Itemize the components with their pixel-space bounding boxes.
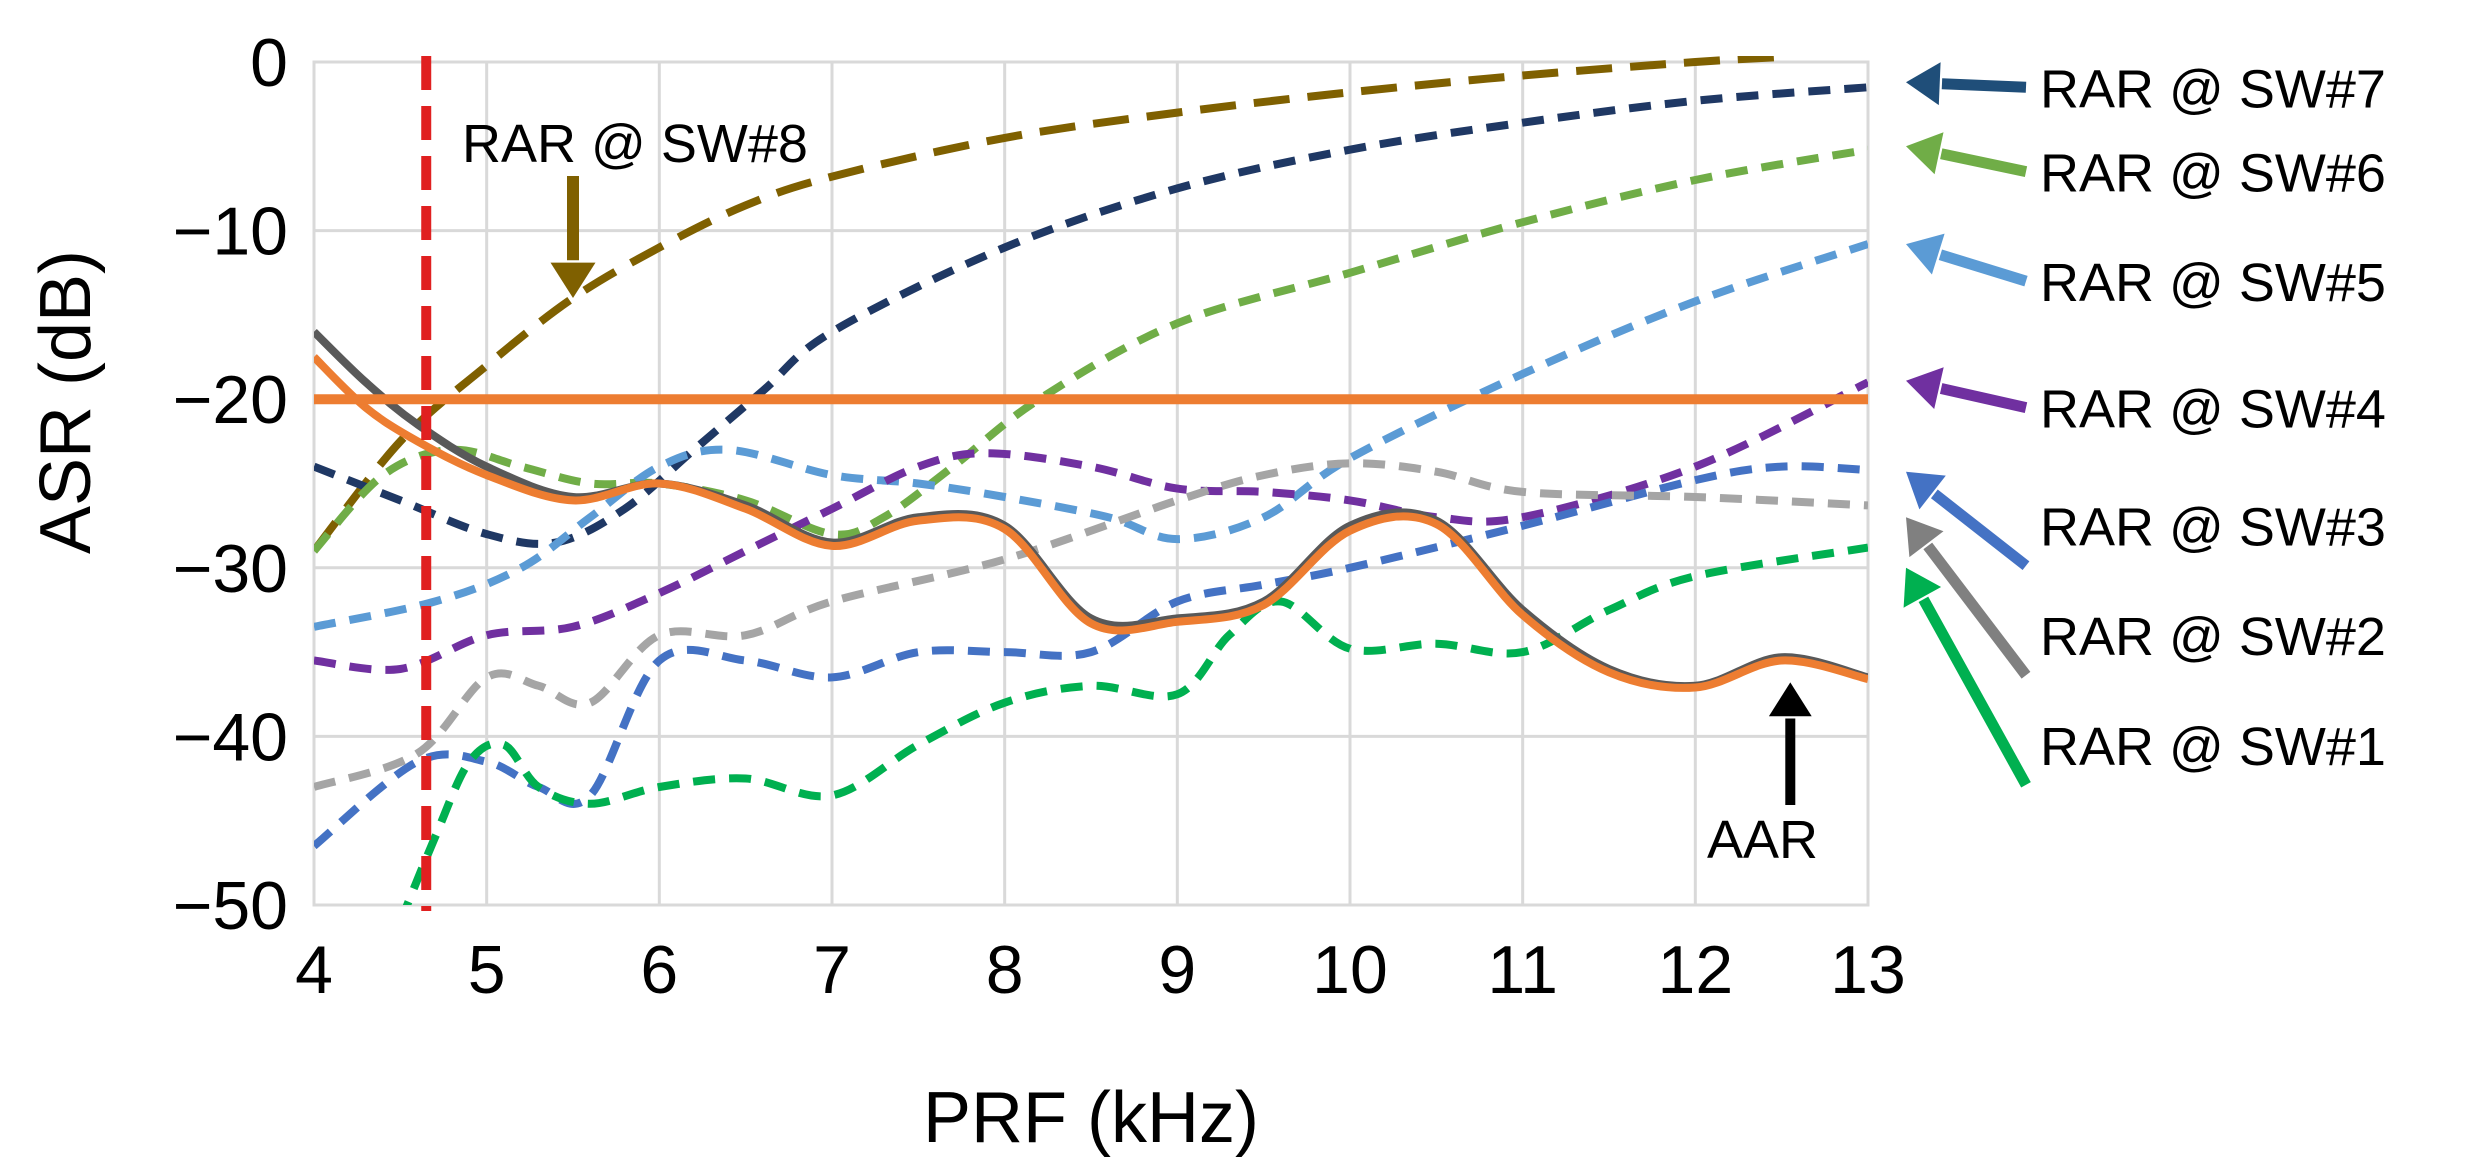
right-arrow-sw2-head bbox=[1906, 517, 1944, 558]
right-arrow-sw6 bbox=[1906, 132, 2028, 177]
right-label-sw5: RAR @ SW#5 bbox=[2040, 253, 2386, 313]
series-line-rar-sw-6 bbox=[314, 145, 1868, 554]
right-arrow-sw6-head bbox=[1906, 132, 1944, 175]
y-tick-label: −40 bbox=[173, 699, 288, 775]
x-tick-label: 6 bbox=[640, 932, 678, 1008]
series-line-rar-sw-1 bbox=[402, 543, 1868, 905]
plot-frame bbox=[312, 60, 1870, 907]
x-tick-label: 7 bbox=[813, 932, 851, 1008]
series-line-rar-sw-2 bbox=[314, 459, 1868, 791]
right-arrow-sw3 bbox=[1906, 471, 2030, 570]
right-arrow-sw4-shaft bbox=[1939, 383, 2028, 413]
right-arrow-sw2-shaft bbox=[1923, 542, 2031, 679]
sw8-annotation-label: RAR @ SW#8 bbox=[462, 114, 808, 174]
right-arrow-sw2 bbox=[1906, 517, 2031, 679]
aar-arrow-head bbox=[1768, 682, 1812, 717]
series-layer bbox=[314, 56, 1868, 905]
x-tick-label: 10 bbox=[1312, 932, 1388, 1008]
y-axis-title: ASR (dB) bbox=[26, 250, 106, 554]
right-label-sw2: RAR @ SW#2 bbox=[2040, 607, 2386, 667]
right-arrow-sw4-head bbox=[1906, 367, 1944, 409]
right-label-sw1: RAR @ SW#1 bbox=[2040, 717, 2386, 777]
y-tick-label: −50 bbox=[173, 868, 288, 944]
sw8-arrow-head bbox=[550, 262, 596, 298]
right-label-sw4: RAR @ SW#4 bbox=[2040, 380, 2386, 440]
right-arrow-sw5-shaft bbox=[1938, 249, 2028, 287]
right-arrow-sw6-shaft bbox=[1940, 148, 2028, 177]
aar-arrow bbox=[1768, 682, 1812, 805]
series-line-aar bbox=[314, 354, 1868, 692]
right-arrow-sw1-shaft bbox=[1918, 596, 2031, 788]
x-tick-label: 12 bbox=[1658, 932, 1734, 1008]
sw8-arrow bbox=[550, 176, 596, 298]
series-line-rar-sw-5 bbox=[314, 240, 1868, 631]
y-tick-label: −30 bbox=[173, 531, 288, 607]
right-arrow-sw5 bbox=[1906, 233, 2028, 287]
aar-annotation-label: AAR bbox=[1707, 810, 1818, 870]
y-tick-label: −10 bbox=[173, 194, 288, 270]
x-tick-label: 9 bbox=[1158, 932, 1196, 1008]
series-line-aar-gray bbox=[314, 328, 1868, 691]
x-tick-label: 5 bbox=[468, 932, 506, 1008]
x-axis-title: PRF (kHz) bbox=[923, 1078, 1259, 1158]
right-arrow-sw3-head bbox=[1906, 471, 1946, 510]
right-arrow-sw1-head bbox=[1903, 567, 1942, 608]
right-arrow-sw7 bbox=[1906, 62, 2027, 106]
right-arrow-sw3-shaft bbox=[1930, 489, 2030, 570]
y-tick-label: 0 bbox=[250, 25, 288, 101]
y-tick-label: −20 bbox=[173, 362, 288, 438]
series-line-rar-sw-3 bbox=[314, 462, 1868, 850]
right-arrow-sw4 bbox=[1906, 367, 2028, 413]
right-label-sw7: RAR @ SW#7 bbox=[2040, 59, 2386, 119]
annotations: RAR @ SW#8 AAR RAR @ SW#7 RAR @ SW#6 RAR @… bbox=[462, 59, 2386, 870]
x-tick-label: 4 bbox=[295, 932, 333, 1008]
grid bbox=[312, 60, 1870, 907]
axis-layer: PRF (kHz) ASR (dB) 4 5 6 7 8 9 10 11 12 13 0 −10 −20… bbox=[26, 25, 1906, 1158]
series-line-rar-sw-4 bbox=[314, 378, 1868, 674]
right-label-sw6: RAR @ SW#6 bbox=[2040, 144, 2386, 204]
right-arrow-sw1 bbox=[1903, 567, 2031, 788]
right-arrow-sw7-shaft bbox=[1941, 78, 2027, 93]
series-line-rar-sw-8 bbox=[314, 56, 1782, 554]
series-line-rar-sw-7 bbox=[314, 83, 1868, 548]
overlay-layer bbox=[314, 56, 1868, 911]
x-tick-label: 8 bbox=[986, 932, 1024, 1008]
x-tick-label: 13 bbox=[1830, 932, 1906, 1008]
right-arrow-sw5-head bbox=[1906, 233, 1945, 275]
right-label-sw3: RAR @ SW#3 bbox=[2040, 498, 2386, 558]
x-tick-label: 11 bbox=[1487, 932, 1558, 1008]
right-arrow-sw7-head bbox=[1906, 62, 1941, 106]
